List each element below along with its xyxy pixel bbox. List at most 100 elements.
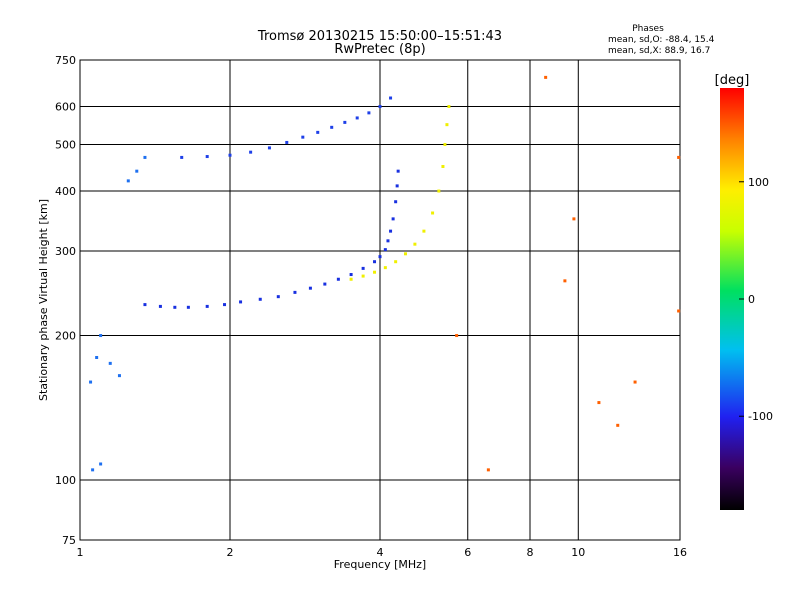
data-point	[293, 290, 297, 294]
y-tick-label: 500	[55, 139, 76, 152]
data-point	[445, 123, 449, 127]
data-point	[99, 334, 103, 338]
data-point	[616, 423, 620, 427]
data-point	[383, 266, 387, 270]
x-tick-label: 4	[377, 546, 384, 559]
y-tick-label: 400	[55, 185, 76, 198]
data-point	[677, 155, 681, 159]
data-point	[378, 255, 382, 259]
x-tick-label: 1	[77, 546, 84, 559]
data-point	[258, 297, 262, 301]
data-point	[437, 189, 441, 193]
data-point	[143, 303, 147, 307]
data-point	[572, 217, 576, 221]
data-point	[349, 273, 353, 277]
data-points	[89, 75, 681, 472]
y-tick-label: 300	[55, 245, 76, 258]
colorbar-label: [deg]	[715, 73, 750, 88]
chart-subtitle: RwPretec (8p)	[334, 42, 425, 57]
chart-title: Tromsø 20130215 15:50:00–15:51:43	[257, 29, 502, 44]
data-point	[441, 164, 445, 168]
data-point	[373, 260, 377, 264]
data-point	[443, 143, 447, 147]
data-point	[349, 277, 353, 281]
data-point	[301, 135, 305, 139]
data-point	[143, 155, 147, 159]
data-point	[267, 146, 271, 150]
data-point	[386, 239, 390, 243]
x-tick-labels: 1 2 4 6 8 10 16	[77, 546, 688, 559]
y-tick-label: 600	[55, 101, 76, 114]
stats-line-o: mean, sd,O: -88.4, 15.4	[608, 35, 715, 45]
data-point	[677, 309, 681, 313]
data-point	[361, 266, 365, 270]
data-point	[249, 150, 253, 154]
data-point	[486, 468, 490, 472]
x-tick-label: 2	[227, 546, 234, 559]
stats-line-x: mean, sd,X: 88.9, 16.7	[608, 46, 710, 56]
data-point	[544, 75, 548, 79]
data-point	[361, 274, 365, 278]
colorbar-ticks: 100 0 -100	[739, 176, 773, 423]
data-point	[395, 184, 399, 188]
data-point	[323, 282, 327, 286]
data-point	[563, 279, 567, 283]
data-point	[285, 140, 289, 144]
data-point	[99, 462, 103, 466]
data-point	[447, 105, 451, 109]
data-point	[336, 277, 340, 281]
data-point	[117, 374, 121, 378]
data-point	[343, 120, 347, 124]
data-point	[367, 111, 371, 115]
data-point	[158, 304, 162, 308]
data-point	[396, 169, 400, 173]
y-tick-label: 750	[55, 54, 76, 67]
x-tick-label: 8	[527, 546, 534, 559]
data-point	[228, 153, 232, 157]
data-point	[205, 155, 209, 159]
y-axis-label: Stationary phase Virtual Height [km]	[37, 199, 50, 401]
x-tick-label: 16	[673, 546, 687, 559]
data-point	[239, 300, 243, 304]
data-point	[205, 304, 209, 308]
data-point	[389, 96, 393, 100]
data-point	[431, 211, 435, 215]
colorbar-tick-label: 0	[748, 293, 755, 306]
data-point	[633, 380, 637, 384]
data-point	[276, 295, 280, 299]
data-point	[126, 179, 130, 183]
data-point	[89, 380, 93, 384]
data-point	[378, 105, 382, 109]
data-point	[223, 303, 227, 307]
data-point	[135, 169, 139, 173]
data-point	[394, 200, 398, 204]
data-point	[403, 252, 407, 256]
x-tick-label: 10	[571, 546, 585, 559]
data-point	[316, 130, 320, 134]
data-point	[330, 125, 334, 129]
x-tick-label: 6	[464, 546, 471, 559]
x-axis-label: Frequency [MHz]	[334, 558, 426, 571]
data-point	[422, 229, 426, 233]
data-point	[95, 355, 99, 359]
data-point	[597, 401, 601, 405]
data-point	[394, 260, 398, 264]
data-point	[455, 334, 459, 338]
data-point	[108, 361, 112, 365]
colorbar-tick-label: 100	[748, 176, 769, 189]
data-point	[180, 155, 184, 159]
y-tick-label: 200	[55, 330, 76, 343]
data-point	[355, 116, 359, 120]
y-tick-labels: 75 100 200 300 400 500 600 750	[55, 54, 76, 547]
y-tick-label: 75	[62, 534, 76, 547]
data-point	[383, 248, 387, 252]
stats-heading: Phases	[632, 24, 664, 34]
data-point	[389, 229, 393, 233]
data-point	[186, 305, 190, 309]
data-point	[91, 468, 95, 472]
data-point	[413, 242, 417, 246]
y-tick-label: 100	[55, 474, 76, 487]
data-point	[391, 217, 395, 221]
grid-lines	[80, 60, 680, 540]
